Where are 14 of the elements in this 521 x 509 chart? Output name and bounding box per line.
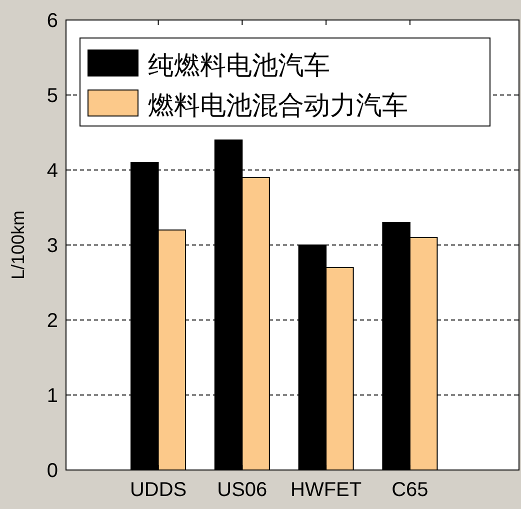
y-tick-label: 5	[46, 85, 58, 107]
legend-label: 纯燃料电池汽车	[148, 50, 330, 80]
y-tick-label: 0	[46, 460, 58, 482]
y-tick-label: 4	[46, 160, 58, 182]
y-tick-label: 6	[46, 10, 58, 32]
y-tick-label: 3	[46, 235, 58, 257]
x-tick-label: UDDS	[130, 479, 187, 501]
x-tick-label: US06	[217, 479, 268, 501]
x-tick-label: C65	[392, 479, 428, 501]
legend-label: 燃料电池混合动力汽车	[148, 90, 408, 120]
y-tick-label: 1	[46, 385, 58, 407]
y-axis-title: L/100km	[8, 210, 28, 280]
y-tick-label: 2	[46, 310, 58, 332]
x-tick-label: HWFET	[290, 479, 362, 501]
